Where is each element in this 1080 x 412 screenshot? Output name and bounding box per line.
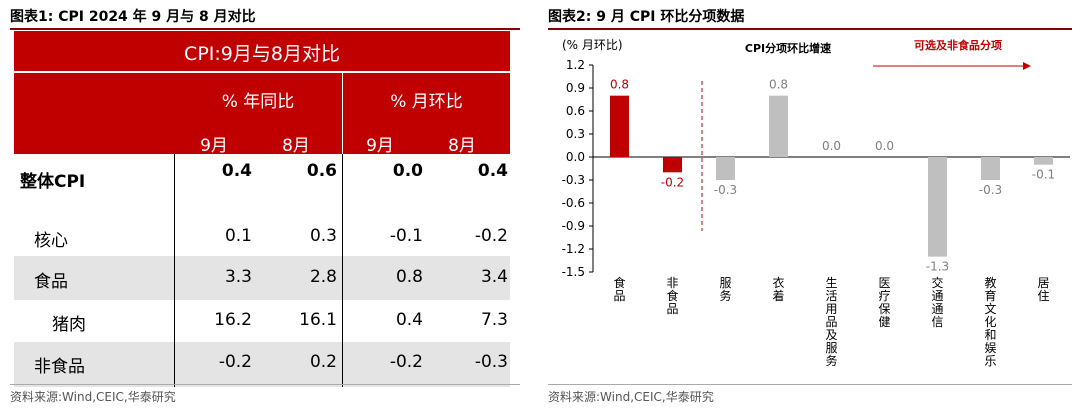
bar: [928, 157, 947, 257]
header-group-divider: [342, 73, 343, 154]
group-header-yoy: % 年同比: [221, 92, 295, 112]
category-labels: 食品 非食品 服务 衣着 生活用品及服务 医疗保健 交通通信 教育文化和娱乐 居住: [613, 275, 1049, 368]
bar-value-label: -1.3: [926, 260, 949, 274]
table-cell: 0.8: [395, 267, 423, 287]
category-label: 居住: [1037, 276, 1049, 303]
bar-value-label: -0.3: [714, 183, 737, 197]
row-label: 整体CPI: [20, 172, 86, 192]
table-cell: 0.4: [395, 310, 423, 330]
bars: [610, 95, 1053, 257]
bar: [981, 157, 1000, 180]
y-tick-label: -1.5: [562, 265, 585, 279]
table-header: CPI:9月与8月对比 % 年同比 % 月环比 9月 8月 9月 8月: [14, 31, 510, 156]
row-label: 食品: [34, 272, 68, 292]
bar-value-label: -0.2: [661, 175, 684, 189]
category-label: 交通通信: [931, 275, 943, 329]
table-cell: 16.1: [299, 310, 337, 330]
bar: [716, 157, 735, 180]
bar-value-label: 0.0: [875, 139, 894, 153]
y-tick-label: -0.3: [562, 173, 585, 187]
y-tick-label: 1.2: [566, 58, 585, 72]
column-divider: [174, 154, 175, 387]
month-header: 8月: [282, 136, 310, 156]
category-label: 医疗保健: [878, 276, 890, 329]
cpi-comparison-table: CPI:9月与8月对比 % 年同比 % 月环比 9月 8月 9月 8月 整体CP…: [14, 31, 510, 387]
figure1-source-rule: [10, 384, 520, 385]
value-labels: 0.8 -0.2 -0.3 0.8 0.0 0.0 -1.3 -0.3 -0.1: [610, 78, 1055, 274]
category-label: 非食品: [666, 276, 678, 316]
bar-value-label: 0.8: [610, 78, 629, 92]
figure1-title-rule: [10, 28, 520, 30]
figure2-source-rule: [548, 384, 1072, 385]
y-tick-label: 0.3: [566, 127, 585, 141]
figure2-source: 资料来源:Wind,CEIC,华泰研究: [548, 390, 714, 404]
table-cell: 16.2: [214, 310, 252, 330]
category-label: 服务: [719, 276, 731, 303]
annotation-text: 可选及非食品分项: [914, 38, 1002, 52]
table-title: CPI:9月与8月对比: [184, 43, 340, 65]
header-divider: [14, 71, 510, 73]
column-divider: [342, 154, 343, 387]
table-cell: 0.4: [477, 161, 508, 181]
table-cell: 3.4: [480, 267, 508, 287]
y-tick-label: -1.2: [562, 242, 585, 256]
group-header-mom: % 月环比: [390, 92, 463, 112]
table-cell: -0.3: [474, 352, 508, 372]
cpi-mom-bar-chart: (% 月环比) CPI分项环比增速 可选及非食品分项 1.2 0.9 0.6 0.3 0…: [548, 31, 1080, 386]
y-axis-label: (% 月环比): [562, 38, 623, 52]
y-tick-label: 0.0: [566, 150, 585, 164]
table-cell: 0.2: [309, 352, 337, 372]
month-header: 9月: [366, 136, 394, 156]
bar: [610, 95, 629, 157]
figure1-title: 图表1: CPI 2024 年 9 月与 8 月对比: [10, 9, 256, 25]
category-label: 衣着: [772, 275, 784, 303]
category-label: 食品: [613, 275, 625, 303]
bar-value-label: 0.0: [822, 139, 841, 153]
bar: [1034, 157, 1053, 165]
bar-value-label: 0.8: [769, 78, 788, 92]
row-label: 猪肉: [52, 315, 86, 335]
bar-value-label: -0.1: [1032, 168, 1055, 182]
row-label: 核心: [34, 231, 68, 251]
month-header: 9月: [200, 136, 228, 156]
bar-value-label: -0.3: [979, 183, 1002, 197]
table-cell: 3.3: [224, 267, 252, 287]
table-cell: -0.2: [474, 226, 508, 246]
table-cell: -0.1: [389, 226, 423, 246]
figure1-source: 资料来源:Wind,CEIC,华泰研究: [10, 390, 176, 404]
row-shading: [14, 256, 510, 300]
table-cell: 0.6: [306, 161, 337, 181]
category-label: 生活用品及服务: [825, 276, 837, 368]
row-label: 非食品: [34, 357, 85, 377]
bar: [769, 95, 788, 157]
month-header: 8月: [448, 136, 476, 156]
y-tick-label: 0.9: [566, 81, 585, 95]
chart-canvas: (% 月环比) CPI分项环比增速 可选及非食品分项 1.2 0.9 0.6 0.3 0…: [562, 38, 1070, 368]
row-shading: [14, 342, 510, 387]
table-cell: 0.4: [221, 161, 252, 181]
figure2-title-rule: [548, 28, 1072, 30]
y-tick-label: 0.6: [566, 104, 585, 118]
table-cell: 2.8: [309, 267, 337, 287]
table-cell: 0.1: [224, 226, 252, 246]
table-cell: 0.0: [392, 161, 423, 181]
chart-title: CPI分项环比增速: [745, 41, 831, 55]
annotation-arrow-head: [1023, 62, 1031, 70]
table-cell: -0.2: [389, 352, 423, 372]
bar: [663, 157, 682, 173]
table-cell: 7.3: [480, 310, 508, 330]
table-cell: -0.2: [218, 352, 252, 372]
y-tick-label: -0.6: [562, 196, 585, 210]
y-tick-label: -0.9: [562, 219, 585, 233]
category-label: 教育文化和娱乐: [984, 275, 996, 368]
table-cell: 0.3: [309, 226, 337, 246]
figure2-title: 图表2: 9 月 CPI 环比分项数据: [548, 9, 745, 25]
